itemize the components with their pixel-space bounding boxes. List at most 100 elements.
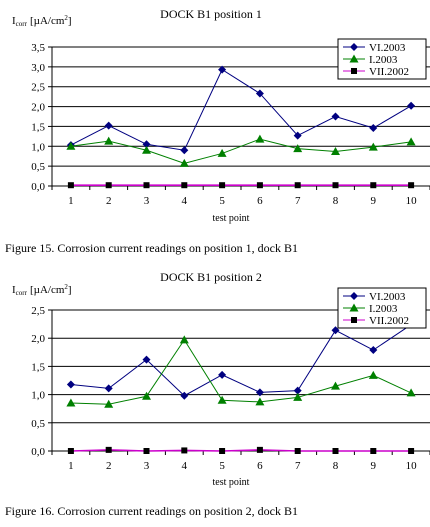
x-axis-label: test point: [213, 213, 250, 224]
data-point: [105, 182, 112, 189]
data-point: [255, 388, 264, 397]
chart-title: DOCK B1 position 1: [160, 7, 262, 21]
x-tick-label: 7: [295, 195, 301, 207]
y-tick-label: 1,5: [31, 361, 45, 373]
data-point: [369, 346, 378, 355]
data-point: [219, 448, 226, 454]
x-tick-label: 9: [371, 460, 377, 472]
legend-swatch-marker: [349, 303, 359, 312]
data-point: [217, 395, 227, 404]
data-point: [66, 398, 76, 407]
data-point: [218, 370, 227, 379]
legend-swatch-marker: [351, 317, 357, 323]
series-line: [70, 324, 412, 397]
data-point: [406, 388, 416, 397]
chart-position-1: DOCK B1 position 1 Icorr [µA/cm2] 0,0 0,5 1,0…: [0, 0, 430, 232]
data-point: [142, 355, 151, 364]
series-line: [70, 138, 412, 164]
data-point: [331, 112, 340, 121]
y-tick-label: 2,5: [31, 82, 45, 94]
series-VII.2002: [67, 182, 415, 189]
y-axis-label: Icorr [µA/cm2]: [12, 14, 72, 28]
x-tick-label: 8: [333, 195, 339, 207]
chart-1-canvas: DOCK B1 position 1 Icorr [µA/cm2] 0,0 0,5 1,0…: [12, 7, 430, 224]
x-tick-label: 7: [295, 460, 301, 472]
data-point: [294, 182, 301, 189]
y-tick-label: 3,0: [31, 62, 45, 74]
legend-label: VI.2003: [369, 291, 406, 303]
x-tick-label: 6: [257, 460, 263, 472]
data-point: [180, 146, 189, 155]
data-point: [142, 140, 151, 149]
y-tick-label: 2,5: [31, 305, 45, 317]
data-point: [142, 391, 151, 400]
legend-swatch-marker: [350, 43, 358, 51]
y-tick-label: 0,0: [31, 181, 45, 193]
y-tick-label: 1,0: [31, 141, 45, 153]
data-point: [104, 384, 113, 393]
legend-label: I.2003: [369, 303, 398, 315]
chart-position-2: DOCK B1 position 2 Icorr [µA/cm2] 0,0 0,5 1,0…: [0, 265, 430, 495]
data-point: [66, 141, 76, 150]
x-tick-label: 9: [371, 195, 377, 207]
data-point: [294, 448, 301, 454]
x-tick-label: 5: [219, 195, 225, 207]
series-VI.2003: [66, 65, 416, 155]
figure-15-caption: Figure 15. Corrosion current readings on…: [5, 241, 298, 255]
data-point: [369, 124, 378, 133]
y-tick-label: 2,0: [31, 333, 45, 345]
data-point: [218, 65, 227, 74]
data-point: [143, 448, 150, 454]
x-tick-label: 4: [182, 460, 188, 472]
data-point: [104, 136, 114, 145]
chart-2-canvas: DOCK B1 position 2 Icorr [µA/cm2] 0,0 0,5 1,0…: [12, 270, 430, 488]
data-point: [368, 142, 378, 151]
data-point: [255, 397, 265, 406]
x-tick-label: 4: [182, 195, 188, 207]
x-tick-label: 2: [106, 460, 112, 472]
data-point: [104, 399, 114, 408]
series-line: [70, 449, 412, 452]
x-tick-label: 10: [406, 460, 418, 472]
data-point: [179, 335, 189, 344]
data-point: [293, 386, 302, 395]
y-tick-label: 0,5: [31, 161, 45, 173]
data-point: [293, 131, 302, 140]
data-point: [407, 101, 416, 110]
y-tick-label: 1,0: [31, 390, 45, 402]
data-point: [180, 391, 189, 400]
y-tick-label: 2,0: [31, 102, 45, 114]
legend-swatch-marker: [349, 54, 359, 63]
x-tick-label: 5: [219, 460, 225, 472]
x-tick-label: 1: [68, 460, 74, 472]
y-tick-label: 0,0: [31, 446, 45, 458]
data-point: [256, 182, 263, 189]
data-point: [67, 182, 74, 189]
x-tick-label: 2: [106, 195, 112, 207]
data-point: [332, 448, 339, 454]
data-point: [293, 392, 303, 401]
data-point: [408, 448, 415, 454]
x-tick-label: 3: [144, 195, 150, 207]
figure-16-caption: Figure 16. Corrosion current readings on…: [5, 504, 298, 518]
series-line: [70, 338, 412, 405]
data-point: [66, 380, 75, 389]
data-point: [331, 146, 340, 155]
data-point: [293, 144, 303, 153]
legend-label: VII.2002: [369, 66, 409, 78]
x-tick-label: 6: [257, 195, 263, 207]
chart-title: DOCK B1 position 2: [160, 270, 262, 284]
y-axis-label: Icorr [µA/cm2]: [12, 283, 72, 297]
data-point: [104, 121, 113, 130]
data-point: [255, 89, 264, 98]
y-tick-label: 0,5: [31, 418, 45, 430]
data-point: [331, 381, 340, 390]
data-point: [181, 182, 188, 189]
legend-swatch-marker: [351, 68, 357, 74]
legend-label: VI.2003: [369, 42, 406, 54]
data-point: [370, 182, 377, 189]
data-point: [255, 134, 265, 143]
series-I.2003: [66, 335, 416, 408]
data-point: [142, 145, 151, 154]
